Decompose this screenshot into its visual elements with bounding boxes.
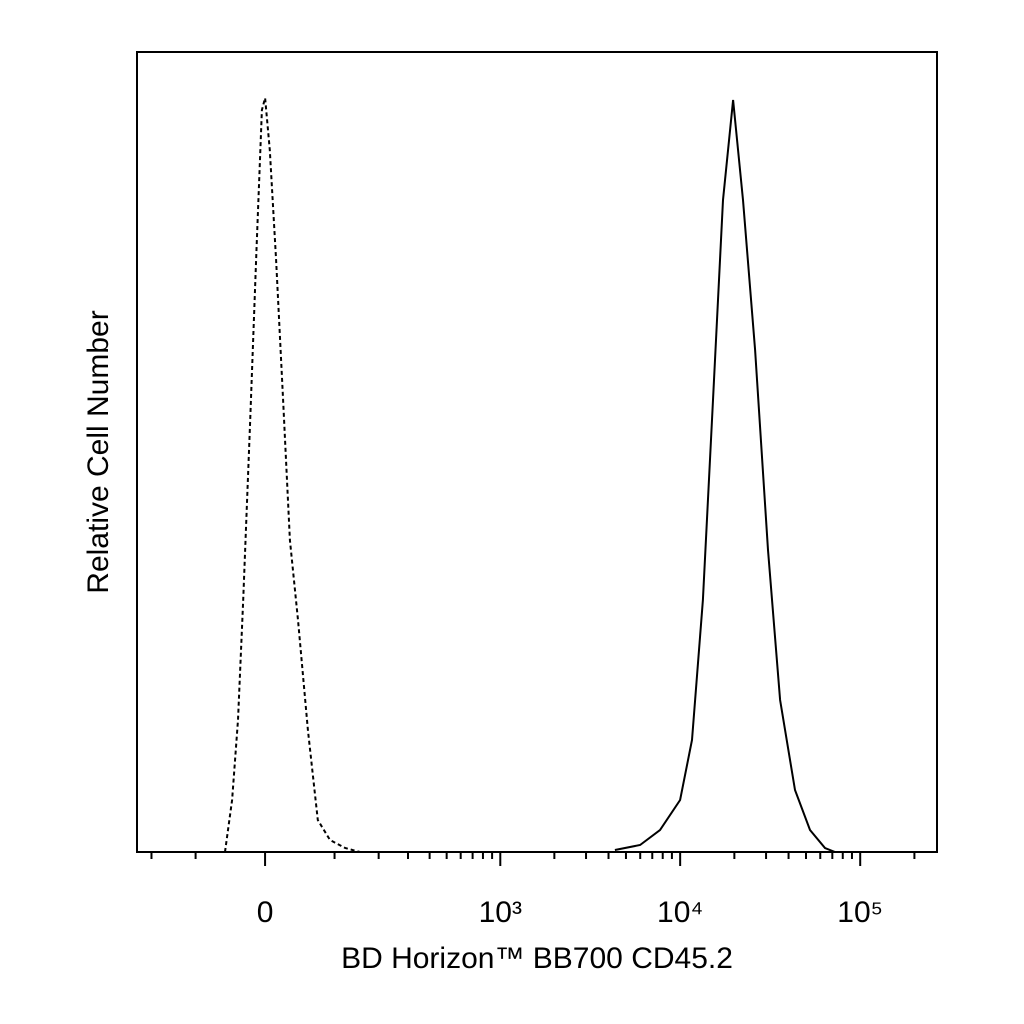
histogram-solid: [614, 99, 836, 853]
y-axis-label: Relative Cell Number: [82, 310, 115, 593]
x-axis-label: BD Horizon™ BB700 CD45.2: [341, 942, 733, 975]
x-tick-label: 10⁵: [837, 896, 883, 929]
x-tick-label: 0: [257, 896, 274, 929]
x-tick-label: 10³: [479, 896, 522, 929]
plot-frame: [136, 51, 938, 853]
histogram-dashed: [224, 97, 361, 853]
x-tick-label: 10⁴: [657, 896, 703, 929]
